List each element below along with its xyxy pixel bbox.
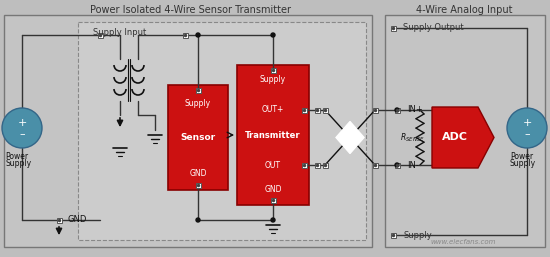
Bar — [78, 22, 366, 240]
Text: Supply Input: Supply Input — [93, 28, 146, 37]
Bar — [385, 15, 545, 247]
Text: Power: Power — [5, 152, 28, 161]
Bar — [183, 32, 188, 38]
Circle shape — [395, 108, 399, 112]
Bar — [315, 107, 320, 113]
Text: OUT: OUT — [265, 161, 281, 170]
Text: Supply: Supply — [403, 231, 432, 240]
Text: Power Isolated 4-Wire Sensor Transmitter: Power Isolated 4-Wire Sensor Transmitter — [90, 5, 290, 15]
Text: www.elecfans.com: www.elecfans.com — [430, 239, 496, 245]
Bar — [301, 107, 306, 113]
Text: GND: GND — [264, 186, 282, 195]
Text: OUT+: OUT+ — [262, 106, 284, 115]
Text: 4-Wire Analog Input: 4-Wire Analog Input — [416, 5, 512, 15]
Circle shape — [271, 218, 275, 222]
Circle shape — [196, 33, 200, 37]
Text: Supply: Supply — [260, 75, 286, 84]
Circle shape — [395, 163, 399, 167]
Bar — [97, 32, 102, 38]
Text: $R_{SENSE}$: $R_{SENSE}$ — [400, 131, 425, 144]
Circle shape — [507, 108, 547, 148]
Text: Power: Power — [510, 152, 533, 161]
Bar — [301, 162, 306, 168]
Text: IN+: IN+ — [407, 106, 423, 115]
Text: –: – — [19, 129, 25, 139]
Text: Supply: Supply — [185, 98, 211, 107]
Bar — [372, 162, 377, 168]
Text: Supply: Supply — [510, 159, 536, 168]
Bar — [315, 162, 320, 168]
Bar — [271, 68, 276, 72]
Text: ADC: ADC — [442, 133, 468, 142]
Polygon shape — [432, 107, 494, 168]
Text: Sensor: Sensor — [180, 133, 216, 142]
Circle shape — [2, 108, 42, 148]
Text: GND: GND — [189, 169, 207, 178]
Text: –: – — [524, 129, 530, 139]
Bar — [390, 233, 395, 237]
Bar — [57, 217, 62, 223]
Bar — [372, 107, 377, 113]
Text: +: + — [17, 118, 27, 128]
Bar — [4, 15, 372, 247]
Bar — [322, 162, 327, 168]
Bar — [237, 65, 309, 205]
Text: GND: GND — [68, 216, 87, 225]
Bar — [394, 162, 399, 168]
Text: +: + — [522, 118, 532, 128]
Text: Transmitter: Transmitter — [245, 131, 301, 140]
Text: IN-: IN- — [407, 161, 419, 170]
Circle shape — [196, 218, 200, 222]
Bar — [394, 107, 399, 113]
Bar — [195, 87, 201, 93]
Text: Supply Output: Supply Output — [403, 23, 464, 32]
Circle shape — [271, 33, 275, 37]
Bar — [195, 182, 201, 188]
Bar — [168, 85, 228, 190]
Text: Supply: Supply — [5, 159, 31, 168]
Bar — [390, 25, 395, 31]
Bar — [271, 197, 276, 203]
Bar — [322, 107, 327, 113]
Polygon shape — [336, 122, 364, 153]
